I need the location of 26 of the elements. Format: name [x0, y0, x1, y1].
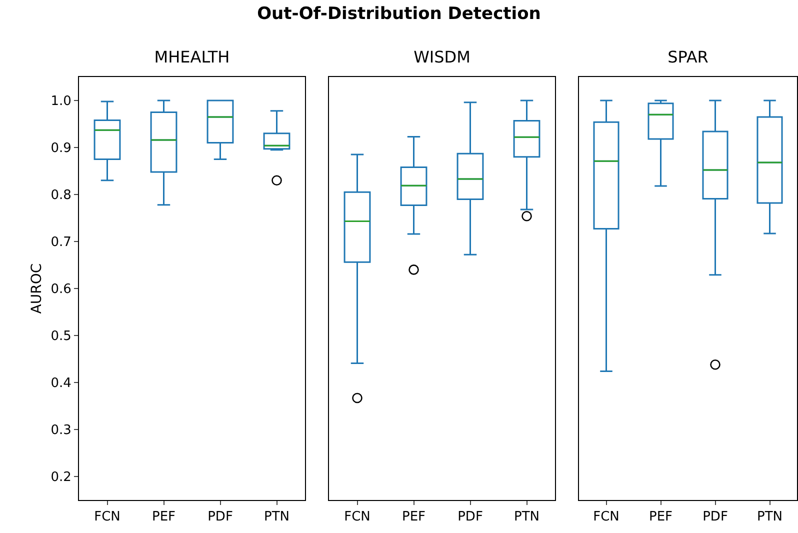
x-tick-label: PEF: [648, 510, 673, 525]
y-tick-label: 0.2: [50, 470, 72, 486]
x-tick-label: PEF: [152, 510, 176, 525]
y-axis-title: AUROC: [29, 263, 45, 314]
x-tick-label: PTN: [264, 510, 290, 525]
y-tick-label: 0.5: [50, 329, 72, 344]
chart-title: MHEALTH: [154, 48, 230, 67]
x-tick-label: PDF: [208, 510, 233, 525]
x-tick-label: PTN: [756, 510, 783, 525]
x-tick-label: PEF: [402, 510, 426, 525]
y-tick-label: 0.4: [50, 376, 72, 392]
x-tick-label: PDF: [458, 510, 483, 525]
x-tick-label: PDF: [702, 510, 728, 525]
y-tick-label: 0.3: [50, 423, 72, 438]
y-tick-label: 0.6: [50, 282, 72, 298]
y-tick-label: 0.9: [50, 141, 72, 156]
text: Out-Of-Distribution Detection: [256, 4, 542, 24]
x-tick-label: FCN: [593, 510, 620, 525]
y-tick-label: 0.7: [50, 235, 72, 250]
x-tick-label: PTN: [514, 510, 540, 525]
y-tick-label: 1.0: [50, 94, 72, 110]
y-tick-label: 0.8: [50, 188, 72, 204]
x-tick-label: FCN: [344, 510, 370, 525]
chart-title: WISDM: [414, 48, 470, 67]
x-tick-label: FCN: [94, 510, 120, 525]
chart-title: SPAR: [668, 48, 708, 67]
